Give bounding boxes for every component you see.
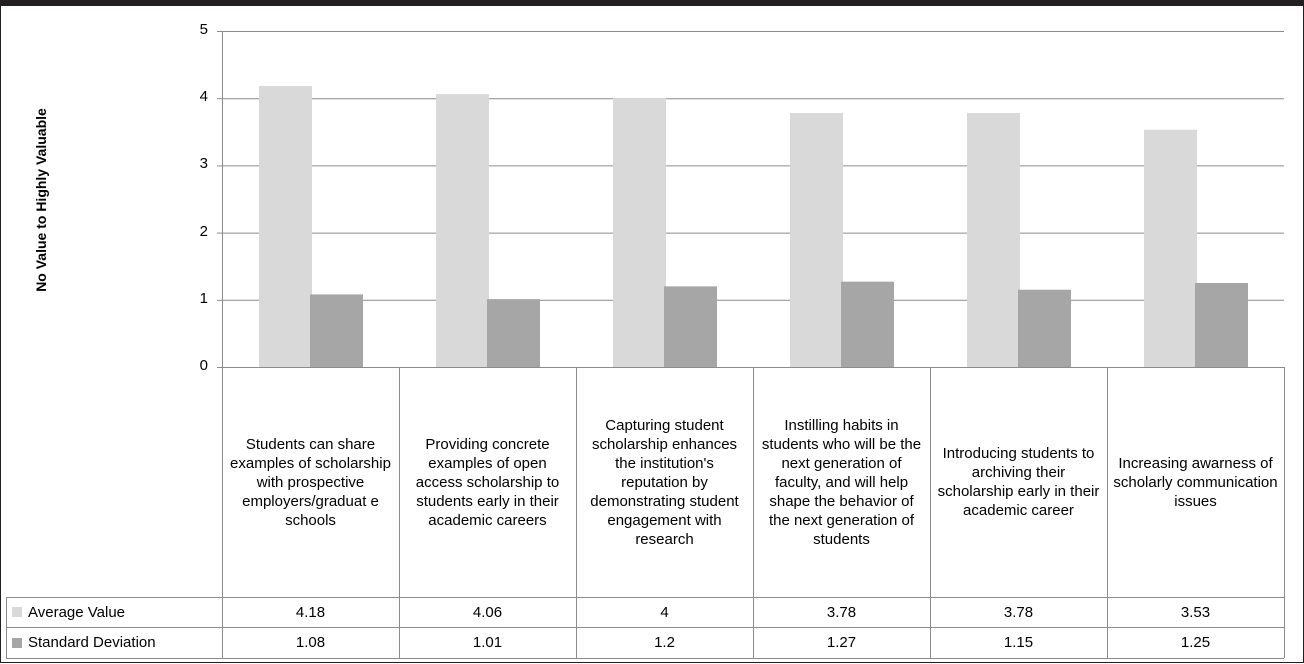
bar-average (967, 112, 1020, 367)
bar-stddev (487, 299, 540, 367)
category-label: Instilling habits in students who will b… (761, 416, 922, 548)
data-label: 4 (660, 603, 669, 621)
data-label: 1.08 (295, 634, 326, 651)
legend-label: Standard Deviation (28, 634, 156, 651)
legend-average: Average Value (6, 597, 125, 627)
legend-stddev: Standard Deviation (6, 627, 156, 658)
bar-average (790, 112, 843, 367)
bar-average (613, 98, 666, 367)
data-label: 1.01 (472, 634, 503, 651)
data-label: 1.27 (826, 634, 857, 651)
y-tick-label: 3 (199, 155, 208, 173)
legend-swatch (12, 607, 22, 617)
category-label: Providing concrete examples of open acce… (415, 435, 560, 529)
data-label: 3.53 (1180, 603, 1211, 621)
category-label: Introducing students to archiving their … (937, 445, 1100, 519)
y-tick-label: 0 (199, 357, 208, 374)
y-tick-label: 4 (199, 88, 208, 106)
bar-stddev (841, 281, 894, 367)
bar-stddev (1195, 283, 1248, 367)
top-border (0, 0, 1304, 6)
bar-stddev (310, 294, 363, 367)
bar-average (436, 94, 489, 367)
legend-label: Average Value (28, 603, 126, 621)
category-label: Students can share examples of scholarsh… (230, 435, 391, 529)
category-label: Increasing awarness of scholarly communi… (1113, 454, 1278, 510)
data-label: 4.18 (295, 603, 326, 621)
bar-stddev (664, 286, 717, 367)
data-label: 1.15 (1003, 634, 1034, 651)
category-label: Capturing student scholarship enhances t… (590, 416, 739, 548)
data-label: 4.06 (472, 603, 503, 621)
data-label: 3.78 (1003, 603, 1034, 621)
legend-swatch (12, 637, 22, 648)
bar-average (259, 86, 312, 367)
bar-stddev (1018, 289, 1071, 367)
y-axis-label: No Value to Highly Valuable (33, 108, 49, 292)
y-tick-label: 2 (199, 222, 208, 240)
y-tick-label: 1 (199, 289, 208, 307)
bar-average (1144, 129, 1197, 367)
data-label: 1.2 (654, 634, 675, 651)
data-label: 1.25 (1180, 634, 1211, 651)
data-label: 3.78 (826, 603, 857, 621)
y-tick-label: 5 (199, 21, 208, 38)
